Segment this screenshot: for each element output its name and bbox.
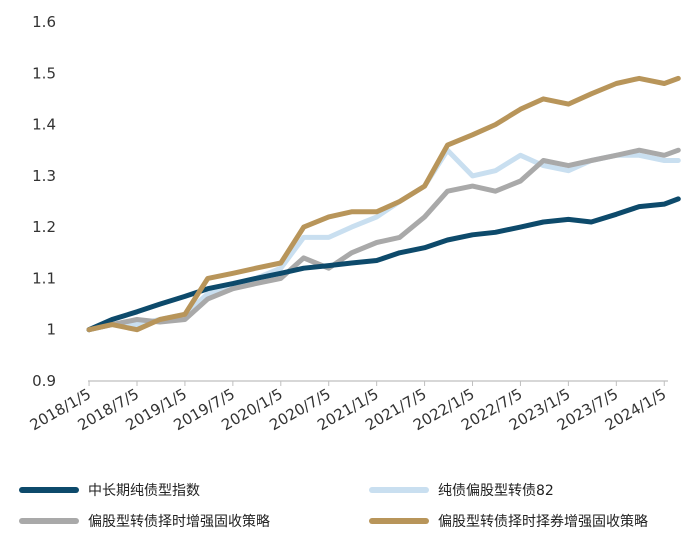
y-tick-label: 1.6 <box>32 13 56 31</box>
legend-label: 纯债偏股型转债82 <box>438 483 554 499</box>
legend: 中长期纯债型指数 纯债偏股型转债82 偏股型转债择时增强固收策略 偏股型转债择时择券增… <box>19 483 648 530</box>
series-line-3 <box>86 147 681 333</box>
y-tick-label: 1.3 <box>32 167 56 185</box>
y-axis-ticks: 0.9 1 1.1 1.2 1.3 1.4 1.5 1.6 <box>32 13 56 390</box>
legend-label: 中长期纯债型指数 <box>88 483 200 499</box>
series-line-4 <box>86 75 681 333</box>
legend-label: 偏股型转债择时增强固收策略 <box>88 513 270 530</box>
y-tick-label: 1.4 <box>32 116 56 134</box>
x-axis-ticks: 2018/1/52018/7/52019/1/52019/7/52020/1/5… <box>27 381 669 434</box>
y-tick-label: 1 <box>46 321 56 339</box>
series-lines <box>86 75 681 333</box>
y-tick-label: 1.1 <box>32 269 56 287</box>
legend-label: 偏股型转债择时择券增强固收策略 <box>438 513 648 530</box>
series-line-1 <box>86 196 681 333</box>
y-tick-label: 1.5 <box>32 64 56 82</box>
y-tick-label: 1.2 <box>32 218 56 236</box>
y-tick-label: 0.9 <box>32 372 56 390</box>
